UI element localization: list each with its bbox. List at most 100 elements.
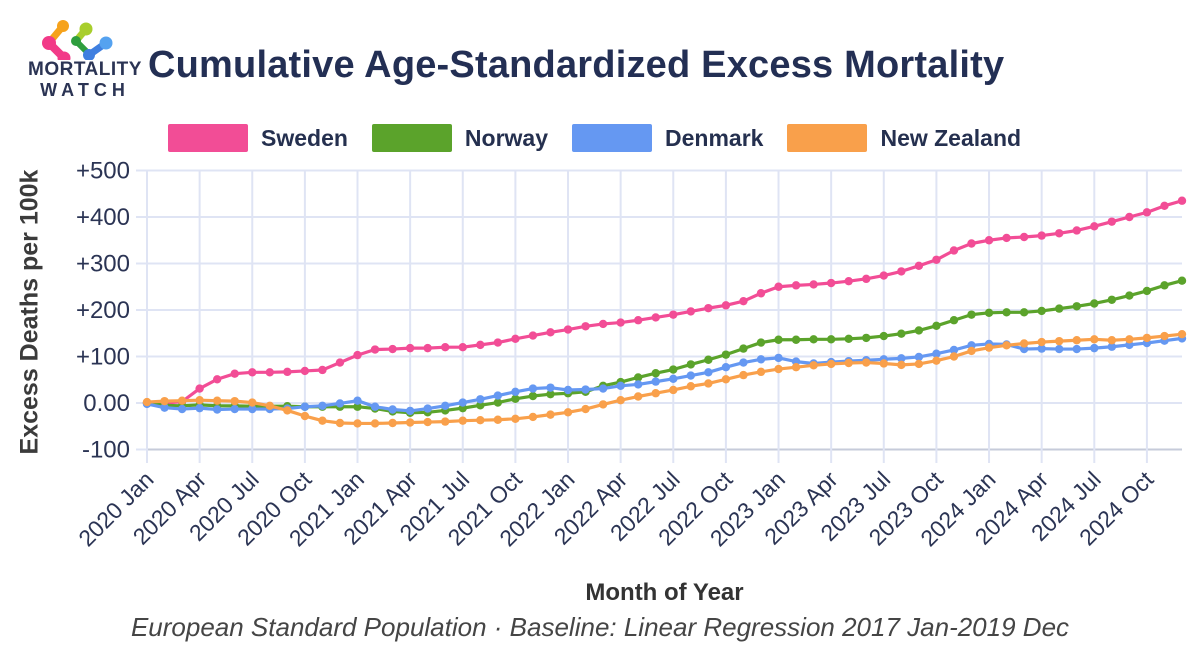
series-point-sweden bbox=[1002, 233, 1011, 243]
series-point-denmark bbox=[949, 345, 959, 355]
legend-swatch-sweden bbox=[168, 124, 248, 152]
x-axis-title: Month of Year bbox=[585, 579, 744, 606]
series-point-denmark bbox=[423, 404, 432, 413]
series-point-norway bbox=[862, 333, 871, 343]
legend-item-sweden[interactable]: Sweden bbox=[168, 124, 348, 152]
series-point-sweden bbox=[669, 310, 678, 319]
legend-label: New Zealand bbox=[880, 124, 1022, 151]
series-point-sweden bbox=[335, 358, 345, 367]
series-point-sweden bbox=[1107, 217, 1117, 226]
series-point-new-zealand bbox=[669, 385, 678, 395]
series-point-new-zealand bbox=[967, 346, 976, 356]
series-point-new-zealand bbox=[633, 392, 643, 401]
series-point-sweden bbox=[897, 267, 906, 276]
series-point-new-zealand bbox=[686, 382, 696, 391]
series-point-denmark bbox=[230, 404, 239, 414]
series-point-sweden bbox=[844, 276, 853, 286]
series-point-norway bbox=[739, 344, 748, 353]
series-point-norway bbox=[1107, 295, 1117, 304]
series-point-denmark bbox=[1055, 344, 1064, 354]
series-point-norway bbox=[879, 331, 888, 341]
chart-subtitle: European Standard Population · Baseline:… bbox=[130, 612, 1070, 642]
series-point-new-zealand bbox=[826, 359, 836, 369]
series-point-sweden bbox=[353, 350, 362, 360]
series-point-norway bbox=[669, 365, 678, 374]
legend-swatch-denmark bbox=[572, 124, 653, 152]
series-point-sweden bbox=[914, 261, 924, 271]
series-point-norway bbox=[511, 394, 520, 404]
series-point-denmark bbox=[897, 354, 906, 363]
series-point-sweden bbox=[862, 274, 871, 284]
series-point-denmark bbox=[212, 405, 222, 414]
series-point-denmark bbox=[195, 403, 204, 413]
series-point-sweden bbox=[563, 325, 573, 334]
series-point-denmark bbox=[335, 399, 345, 408]
series-point-sweden bbox=[248, 368, 257, 377]
series-point-sweden bbox=[212, 375, 222, 384]
legend-item-new-zealand[interactable]: New Zealand bbox=[787, 124, 1021, 152]
series-point-denmark bbox=[248, 404, 257, 414]
series-point-new-zealand bbox=[528, 412, 538, 422]
series-point-denmark bbox=[1037, 344, 1046, 353]
series-point-denmark bbox=[616, 381, 625, 390]
series-point-new-zealand bbox=[1072, 336, 1081, 345]
series-point-sweden bbox=[616, 318, 625, 327]
series-point-denmark bbox=[914, 352, 924, 362]
series-point-norway bbox=[967, 310, 976, 319]
series-point-denmark bbox=[177, 404, 187, 414]
series-point-sweden bbox=[581, 322, 590, 331]
legend-item-norway[interactable]: Norway bbox=[371, 124, 548, 152]
series-point-norway bbox=[704, 355, 713, 364]
mortality-watch-logo: MORTALITY WATCH bbox=[24, 6, 146, 100]
series-point-denmark bbox=[756, 355, 766, 364]
y-tick-label: 0.00 bbox=[83, 390, 130, 417]
series-point-new-zealand bbox=[405, 418, 415, 427]
series-point-new-zealand bbox=[142, 397, 152, 407]
series-point-sweden bbox=[405, 343, 415, 353]
series-point-new-zealand bbox=[598, 400, 608, 409]
series-point-sweden bbox=[265, 368, 274, 377]
y-tick-label: +200 bbox=[76, 297, 130, 324]
series-point-new-zealand bbox=[756, 367, 766, 377]
series-point-sweden bbox=[1019, 232, 1029, 242]
series-point-norway bbox=[809, 335, 818, 344]
series-point-sweden bbox=[651, 313, 660, 322]
series-point-new-zealand bbox=[1142, 333, 1152, 343]
y-tick-label: -100 bbox=[82, 437, 130, 464]
series-point-new-zealand bbox=[1037, 337, 1046, 347]
series-point-sweden bbox=[441, 343, 450, 352]
legend-item-denmark[interactable]: Denmark bbox=[572, 124, 763, 152]
legend-label: Denmark bbox=[665, 124, 764, 151]
series-point-denmark bbox=[704, 368, 713, 377]
mortality-watch-logo-icon bbox=[42, 20, 113, 60]
series-point-norway bbox=[546, 389, 555, 399]
series-point-norway bbox=[528, 391, 538, 401]
series-point-denmark bbox=[598, 384, 608, 393]
series-point-norway bbox=[826, 335, 836, 344]
series-point-new-zealand bbox=[1055, 336, 1064, 346]
series-point-norway bbox=[791, 335, 801, 344]
legend-label: Sweden bbox=[261, 124, 348, 151]
logo-text-mortality: MORTALITY bbox=[28, 59, 142, 80]
series-point-denmark bbox=[633, 380, 643, 389]
logo-text-watch: WATCH bbox=[40, 80, 130, 100]
y-tick-label: +400 bbox=[76, 204, 130, 231]
series-point-new-zealand bbox=[441, 417, 450, 426]
series-point-sweden bbox=[528, 331, 538, 340]
series-point-new-zealand bbox=[177, 396, 187, 405]
series-point-new-zealand bbox=[300, 411, 310, 421]
series-point-denmark bbox=[458, 398, 467, 407]
series-point-norway bbox=[949, 316, 959, 325]
series-point-sweden bbox=[1055, 229, 1064, 238]
series-point-norway bbox=[844, 334, 853, 344]
series-point-new-zealand bbox=[563, 408, 573, 417]
series-point-new-zealand bbox=[248, 398, 257, 407]
series-point-new-zealand bbox=[160, 396, 169, 406]
series-point-norway bbox=[897, 329, 906, 338]
series-point-denmark bbox=[739, 358, 748, 367]
series-point-sweden bbox=[1072, 226, 1081, 235]
series-point-new-zealand bbox=[318, 416, 327, 425]
series-point-sweden bbox=[300, 366, 310, 376]
series-point-new-zealand bbox=[739, 370, 748, 380]
